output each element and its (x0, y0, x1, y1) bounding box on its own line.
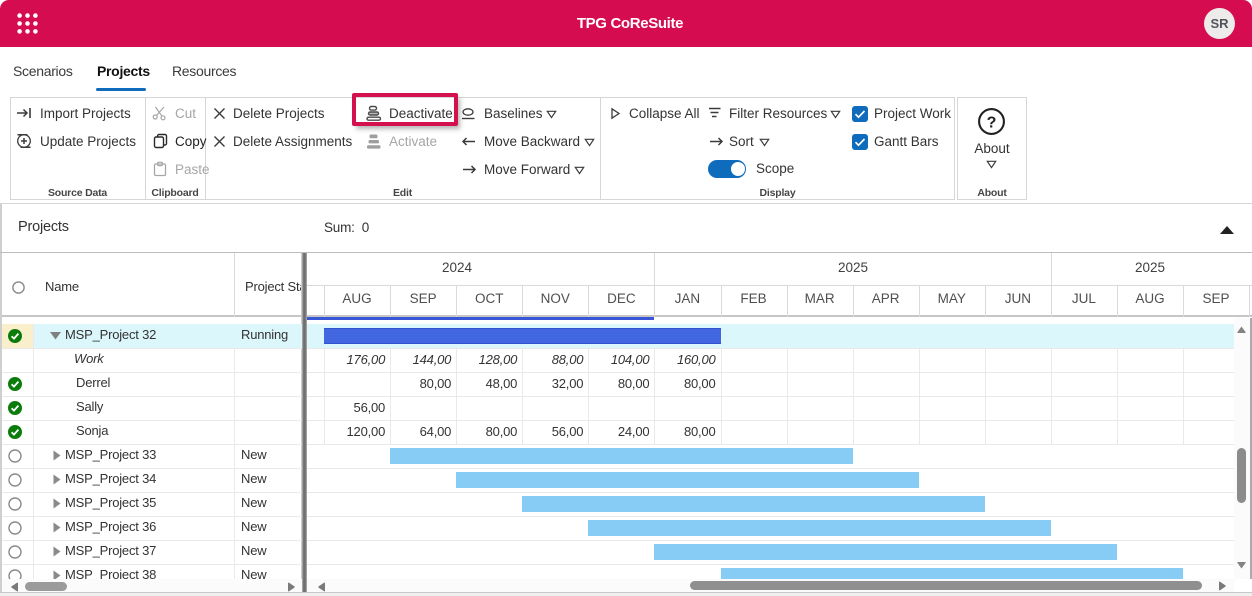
svg-text:?: ? (987, 115, 997, 132)
